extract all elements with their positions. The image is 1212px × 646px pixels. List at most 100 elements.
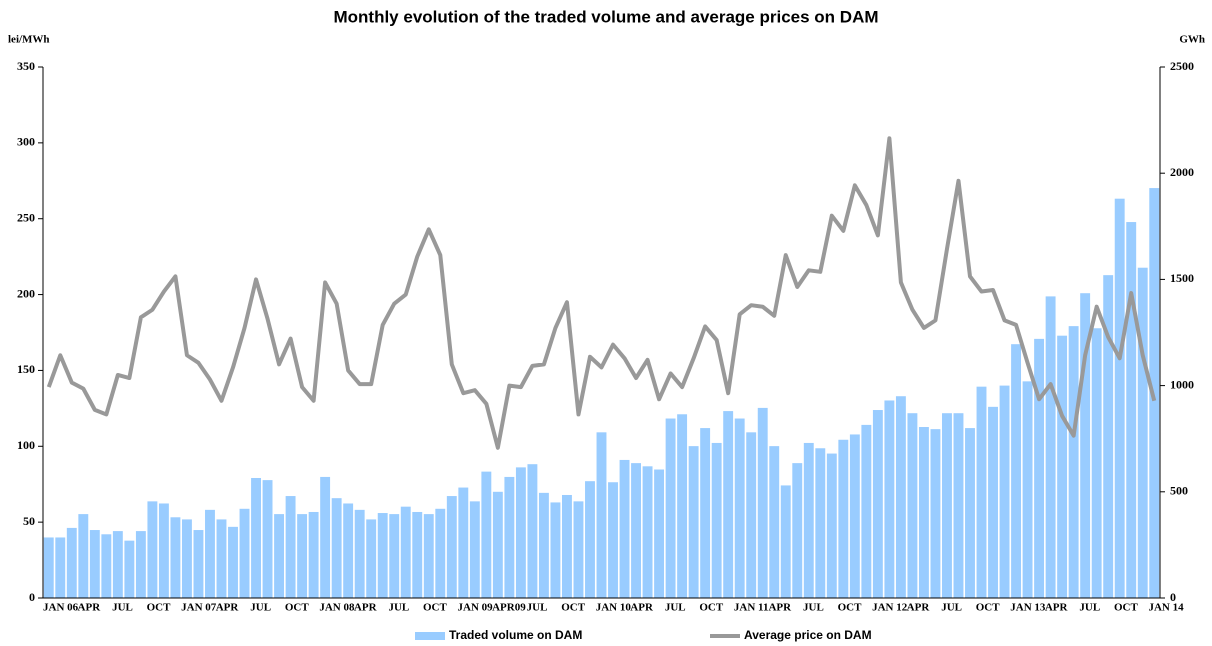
x-tick-label: JAN 08 [319, 602, 355, 614]
x-tick-label: APR [630, 602, 654, 614]
y-tick-label: 250 [17, 210, 35, 224]
bar [757, 407, 768, 598]
y2-tick-label: 0 [1170, 590, 1176, 604]
bar [55, 537, 66, 598]
bar [492, 491, 503, 598]
bar [400, 506, 411, 598]
y2-tick-label: 1000 [1170, 377, 1194, 391]
legend-swatch [415, 632, 445, 640]
bar [1137, 267, 1148, 598]
bar [907, 413, 918, 598]
legend-label: Traded volume on DAM [449, 628, 582, 642]
bar [1080, 293, 1091, 598]
x-tick-label: APR [78, 602, 102, 614]
bar [458, 487, 469, 598]
bar [734, 418, 745, 598]
bar [308, 511, 319, 598]
y-tick-label: 200 [17, 286, 35, 300]
bar [1068, 326, 1079, 598]
bar [838, 439, 849, 598]
y-tick-label: 50 [23, 514, 35, 528]
bar [1011, 344, 1022, 598]
x-tick-label: OCT [423, 602, 448, 614]
bar [815, 448, 826, 598]
chart-title: Monthly evolution of the traded volume a… [333, 7, 878, 26]
x-tick-label: JAN 07 [181, 602, 217, 614]
bar [239, 508, 250, 598]
bar [1103, 275, 1114, 598]
bar [769, 446, 780, 598]
bar [677, 414, 688, 598]
bar [861, 424, 872, 598]
bar [446, 496, 457, 598]
bar [251, 477, 261, 598]
bar [158, 503, 169, 598]
x-tick-label: OCT [976, 602, 1001, 614]
bar [654, 469, 665, 598]
bar [988, 406, 998, 598]
bar [193, 530, 204, 598]
x-tick-label: APR [354, 602, 378, 614]
bar [527, 464, 538, 598]
x-tick-label: JAN 10 [596, 602, 632, 614]
bar [596, 432, 607, 598]
bar [1091, 328, 1102, 598]
bar [746, 432, 757, 598]
bar [481, 471, 492, 598]
bar [216, 519, 227, 598]
x-tick-label: JUL [388, 602, 409, 614]
y-tick-label: 300 [17, 135, 35, 149]
y2-tick-label: 1500 [1170, 271, 1194, 285]
bar [849, 434, 860, 598]
bar [976, 386, 987, 598]
bar [515, 467, 526, 598]
bar [101, 534, 112, 598]
bar [884, 400, 895, 598]
bar [170, 517, 181, 598]
bar [631, 463, 641, 598]
legend-label: Average price on DAM [744, 628, 872, 642]
bar [66, 527, 77, 598]
bar [688, 446, 699, 598]
bar [43, 537, 54, 598]
bar [700, 428, 711, 598]
y-tick-label: 100 [17, 438, 35, 452]
bar [228, 526, 238, 598]
price-line [46, 136, 1157, 450]
bar [435, 508, 446, 598]
y-tick-label: 0 [29, 590, 35, 604]
x-tick-label: JUL [941, 602, 962, 614]
bar [711, 442, 722, 598]
x-tick-label: APR [1045, 602, 1069, 614]
y2-tick-label: 2500 [1170, 59, 1194, 73]
bar [297, 514, 308, 598]
x-tick-label: APR [216, 602, 240, 614]
bar [872, 410, 883, 598]
x-tick-label: JAN 14 [1148, 602, 1184, 614]
bar [942, 413, 952, 598]
x-tick-label: APR [768, 602, 792, 614]
x-tick-label: JUL [1079, 602, 1100, 614]
x-tick-label: JAN 06 [43, 602, 79, 614]
x-tick-label: OCT [147, 602, 172, 614]
bar [585, 481, 595, 598]
bar [918, 427, 929, 598]
bar [343, 503, 354, 598]
bar [389, 514, 400, 598]
x-tick-label: JAN 09 [458, 602, 494, 614]
bar [1057, 335, 1068, 598]
x-tick-label: OCT [1114, 602, 1139, 614]
bar [723, 411, 734, 598]
bar [930, 429, 941, 598]
bar [124, 540, 135, 598]
bar [354, 509, 365, 598]
x-tick-label: JAN 12 [872, 602, 908, 614]
bar [504, 476, 515, 598]
bar [792, 463, 803, 598]
y2-tick-label: 2000 [1170, 165, 1194, 179]
bar [285, 496, 296, 598]
x-tick-label: OCT [561, 602, 586, 614]
bar [412, 511, 423, 598]
x-tick-label: OCT [699, 602, 724, 614]
bar [665, 418, 676, 598]
